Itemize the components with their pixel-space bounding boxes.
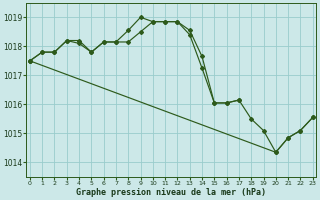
X-axis label: Graphe pression niveau de la mer (hPa): Graphe pression niveau de la mer (hPa) [76,188,266,197]
